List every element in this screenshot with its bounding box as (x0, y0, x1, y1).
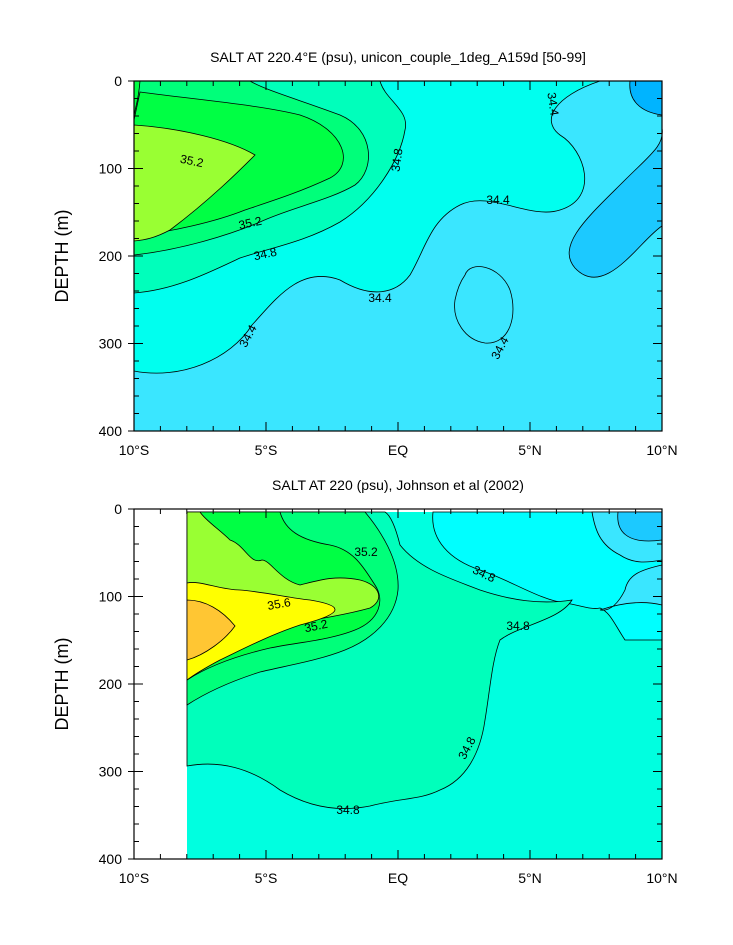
contour-label: 35.2 (303, 617, 329, 636)
fill-bottom-35.6 (186, 582, 336, 681)
chart-bottom-title: SALT AT 220 (psu), Johnson et al (2002) (272, 477, 524, 493)
y-tick-label: 300 (99, 336, 123, 352)
contour-label: 34.8 (336, 803, 360, 817)
contour-label: 35.6 (266, 595, 292, 613)
chart-bottom-fills (186, 511, 663, 859)
contour-label: 35.2 (354, 545, 378, 559)
x-tick-label: 5°S (255, 442, 278, 458)
y-tick-label: 200 (99, 676, 123, 692)
chart-bottom: SALT AT 220 (psu), Johnson et al (2002) … (52, 477, 678, 886)
y-tick-label: 100 (99, 589, 123, 605)
contour-label: 34.4 (486, 193, 510, 207)
contour-label: 35.2 (237, 214, 263, 233)
chart-top-axis-labels: 10°S 5°S EQ 5°N 10°N 0 100 200 300 400 (99, 73, 678, 458)
x-tick-label: 10°S (119, 442, 150, 458)
x-tick-label: EQ (388, 870, 408, 886)
fill-top-35.4 (133, 124, 256, 242)
contour-label: 34.4 (544, 91, 561, 116)
y-tick-label: 0 (114, 501, 122, 517)
chart-bottom-ticks (128, 508, 663, 860)
contour-label: 34.8 (506, 619, 530, 633)
fill-bottom-36.0 (186, 599, 236, 661)
chart-top-contour-labels: 35.2 35.2 34.8 34.8 34.4 34.4 34.4 34.4 … (179, 91, 562, 361)
y-tick-label: 400 (99, 851, 123, 867)
chart-bottom-ylabel: DEPTH (m) (52, 638, 72, 731)
x-tick-label: 10°N (646, 442, 677, 458)
chart-top-ticks (128, 80, 663, 432)
x-tick-label: 5°N (518, 442, 542, 458)
x-tick-label: 5°S (255, 870, 278, 886)
chart-top: SALT AT 220.4°E (psu), unicon_couple_1de… (52, 49, 678, 458)
x-tick-label: EQ (388, 442, 408, 458)
contour-label: 34.4 (368, 291, 392, 305)
y-tick-label: 300 (99, 764, 123, 780)
contour-label: 35.2 (179, 152, 205, 171)
chart-top-ylabel: DEPTH (m) (52, 210, 72, 303)
contour-label: 34.8 (388, 147, 405, 172)
chart-top-fills (133, 80, 663, 431)
y-tick-label: 400 (99, 423, 123, 439)
fill-top-34.0 (568, 127, 663, 278)
x-tick-label: 10°S (119, 870, 150, 886)
x-tick-label: 5°N (518, 870, 542, 886)
chart-bottom-axis-labels: 10°S 5°S EQ 5°N 10°N 0 100 200 300 400 (99, 501, 678, 886)
y-tick-label: 200 (99, 248, 123, 264)
contour-label: 34.8 (252, 245, 278, 264)
y-tick-label: 100 (99, 161, 123, 177)
y-tick-label: 0 (114, 73, 122, 89)
contour-34.4-island (454, 266, 514, 344)
fill-bottom-34.0b (599, 564, 663, 611)
x-tick-label: 10°N (646, 870, 677, 886)
chart-top-title: SALT AT 220.4°E (psu), unicon_couple_1de… (210, 49, 586, 65)
